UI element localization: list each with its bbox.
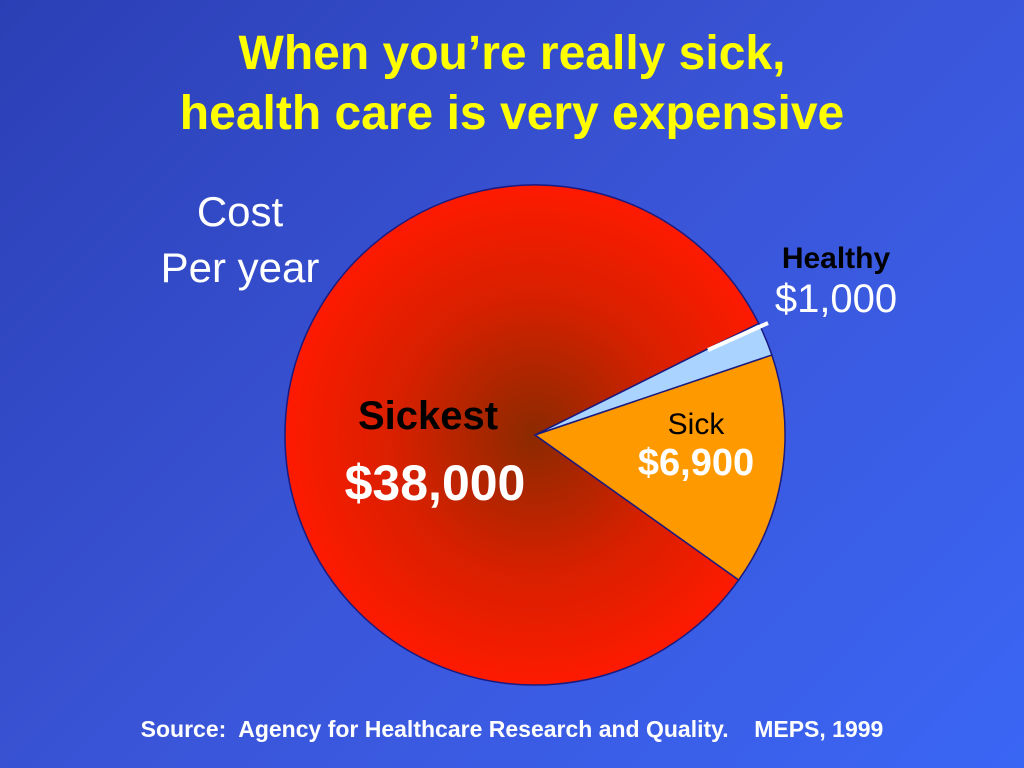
cost-label-line-1: Cost — [196, 188, 284, 235]
label-healthy-name: Healthy — [782, 242, 891, 275]
cost-per-year-label: Cost Per year — [120, 184, 360, 296]
pie-slice-sickest — [284, 184, 760, 686]
label-sickest-value: $38,000 — [345, 455, 526, 511]
pie-slices — [284, 184, 786, 686]
slide-title-line-2: health care is very expensive — [179, 87, 845, 140]
label-sickest-name: Sickest — [358, 394, 498, 438]
healthy-leader-line — [707, 321, 769, 352]
slide-title-line-1: When you’re really sick, — [238, 27, 786, 80]
label-sick-value: $6,900 — [638, 442, 754, 484]
cost-label-line-2: Per year — [160, 244, 320, 291]
label-sick-name: Sick — [668, 408, 726, 441]
pie-slice-sick — [533, 354, 786, 582]
label-healthy-value: $1,000 — [775, 277, 897, 321]
source-note: Source: Agency for Healthcare Research a… — [140, 716, 884, 742]
slide-title: When you’re really sick, health care is … — [0, 24, 1024, 144]
